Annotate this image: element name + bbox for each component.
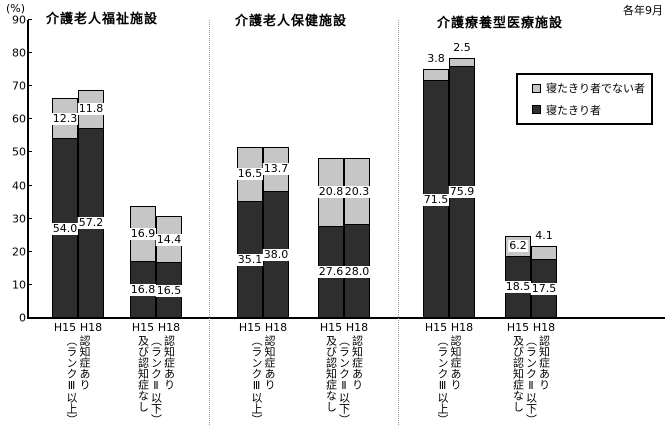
legend-item-bedridden: 寝たきり者 — [532, 102, 651, 118]
legend: 寝たきり者でない者 寝たきり者 — [516, 73, 653, 125]
not-bedridden-value-label: 16.9 — [129, 227, 157, 241]
y-axis-tick-label: 90 — [12, 13, 26, 27]
not-bedridden-value-label: 11.8 — [77, 102, 105, 116]
bedridden-value-label: 18.5 — [504, 280, 532, 294]
x-axis-line — [27, 317, 665, 319]
category-label: 認知症あり （ランクⅢ以上） — [436, 335, 462, 425]
y-axis-tick-label: 60 — [12, 112, 26, 126]
bedridden-value-label: 38.0 — [262, 248, 290, 262]
bedridden-value-label: 35.1 — [236, 252, 264, 266]
year-label-H15: H15 — [53, 321, 77, 334]
bedridden-value-label: 28.0 — [343, 264, 371, 278]
year-label-H15: H15 — [424, 321, 448, 334]
stacked-bar-H18 — [156, 215, 182, 318]
stacked-bar-H18 — [344, 158, 370, 318]
y-axis-line — [27, 20, 29, 318]
group-divider-2 — [398, 20, 399, 425]
y-axis-tick — [28, 85, 32, 87]
bedridden-value-label: 75.9 — [448, 185, 476, 199]
y-axis-tick-label: 40 — [12, 179, 26, 193]
not-bedridden-value-label: 20.3 — [343, 184, 371, 198]
not-bedridden-value-label: 16.5 — [236, 167, 264, 181]
year-label-H18: H18 — [264, 321, 288, 334]
y-axis-tick-label: 20 — [12, 245, 26, 259]
category-label: 認知症あり （ランクⅡ以下） 及び認知症なし — [136, 335, 176, 425]
not-bedridden-value-label: 3.8 — [427, 51, 445, 65]
year-label-H15: H15 — [319, 321, 343, 334]
legend-label-not-bedridden: 寝たきり者でない者 — [546, 82, 645, 96]
y-axis-tick-label: 30 — [12, 212, 26, 226]
year-label-H18: H18 — [450, 321, 474, 334]
year-label-H15: H15 — [131, 321, 155, 334]
bedridden-value-label: 27.6 — [317, 265, 345, 279]
top-right-note: 各年9月 — [623, 4, 663, 17]
y-axis-tick — [28, 250, 32, 252]
not-bedridden-value-label: 6.2 — [508, 239, 528, 253]
y-axis-tick-label: 70 — [12, 79, 26, 93]
category-label: 認知症あり （ランクⅢ以上） — [250, 335, 276, 425]
stacked-bar-H15 — [318, 157, 344, 318]
legend-swatch-bedridden — [532, 105, 541, 115]
bedridden-value-label: 16.5 — [155, 283, 183, 297]
bedridden-value-label: 54.0 — [51, 221, 79, 235]
stacked-bar-H18 — [78, 89, 104, 318]
stacked-bar-H15 — [130, 206, 156, 318]
not-bedridden-value-label: 13.7 — [262, 162, 290, 176]
y-axis-tick-label: 50 — [12, 145, 26, 159]
year-label-H18: H18 — [79, 321, 103, 334]
y-axis-tick — [28, 184, 32, 186]
y-axis-tick-label: 10 — [12, 278, 26, 292]
not-bedridden-value-label: 2.5 — [453, 41, 471, 55]
facility-title: 介護老人保健施設 — [235, 14, 348, 29]
y-axis-tick — [28, 283, 32, 285]
category-label: 認知症あり （ランクⅡ以下） 及び認知症なし — [324, 335, 364, 425]
bedridden-value-label: 17.5 — [530, 282, 558, 296]
y-axis-tick — [28, 52, 32, 54]
y-axis-tick-label: 80 — [12, 46, 26, 60]
not-bedridden-value-label: 12.3 — [51, 111, 79, 125]
y-axis-tick — [28, 118, 32, 120]
not-bedridden-value-label: 20.8 — [317, 185, 345, 199]
bedridden-value-label: 71.5 — [422, 192, 450, 206]
y-axis-tick-label: 0 — [19, 311, 26, 325]
bedridden-value-label: 16.8 — [129, 283, 157, 297]
year-label-H18: H18 — [532, 321, 556, 334]
legend-swatch-not-bedridden — [532, 83, 541, 93]
legend-label-bedridden: 寝たきり者 — [546, 103, 601, 117]
year-label-H18: H18 — [157, 321, 181, 334]
year-label-H15: H15 — [238, 321, 262, 334]
y-axis-unit-label: (%) — [6, 2, 26, 15]
group-divider-1 — [209, 20, 210, 425]
not-bedridden-value-label: 14.4 — [155, 232, 183, 246]
not-bedridden-value-label: 4.1 — [535, 229, 553, 243]
legend-item-not-bedridden: 寝たきり者でない者 — [532, 80, 651, 96]
y-axis-tick — [28, 151, 32, 153]
y-axis-tick — [28, 317, 32, 318]
category-label: 認知症あり （ランクⅢ以上） — [65, 335, 91, 425]
year-label-H15: H15 — [506, 321, 530, 334]
y-axis-tick — [28, 19, 32, 20]
y-axis-tick — [28, 217, 32, 219]
category-label: 認知症あり （ランクⅡ以下） 及び認知症なし — [511, 335, 551, 425]
facility-title: 介護療養型医療施設 — [437, 16, 564, 31]
bedridden-value-label: 57.2 — [77, 216, 105, 230]
stacked-bar-H15 — [52, 98, 78, 318]
year-label-H18: H18 — [345, 321, 369, 334]
facility-title: 介護老人福祉施設 — [46, 12, 159, 27]
